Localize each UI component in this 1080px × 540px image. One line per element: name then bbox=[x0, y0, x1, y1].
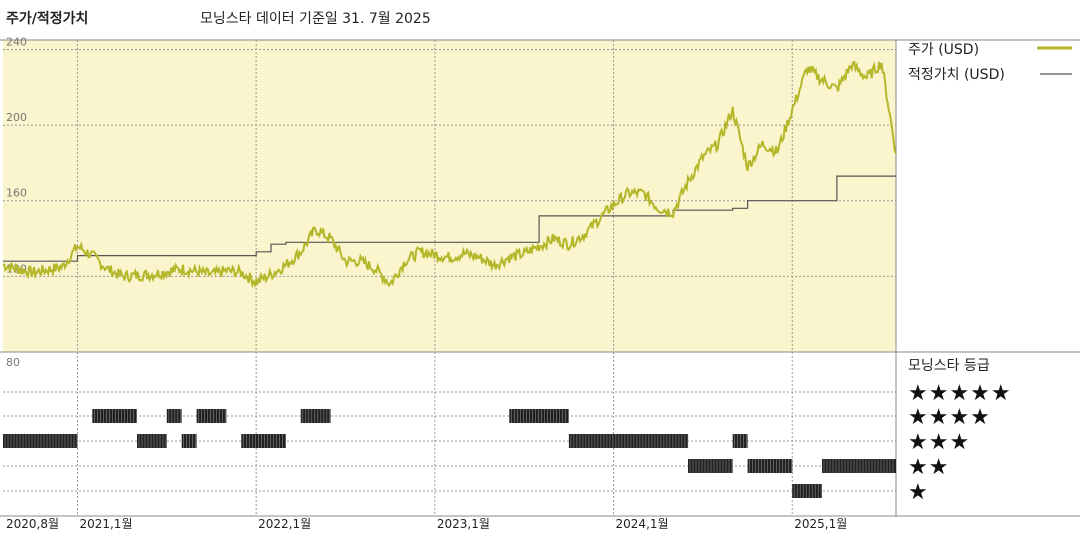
rating-bar bbox=[300, 409, 331, 423]
legend-rating-label: 모닝스타 등급 bbox=[908, 358, 990, 374]
data-date-note: 모닝스타 데이터 기준일 31. 7월 2025 bbox=[200, 11, 431, 27]
fair-value-series bbox=[3, 175, 896, 262]
x-tick-label: 2022,1월 bbox=[258, 517, 311, 531]
rating-stars-4: ★★★★ bbox=[908, 405, 991, 430]
legend: 주가 (USD)적정가치 (USD)모닝스타 등급★★★★★★★★★★★★★★★ bbox=[908, 42, 1072, 505]
legend-fair-value-label: 적정가치 (USD) bbox=[908, 67, 1005, 83]
rating-bars bbox=[3, 409, 896, 498]
rating-bar bbox=[822, 459, 896, 473]
x-tick-label: 2020,8월 bbox=[6, 517, 59, 531]
rating-stars-3: ★★★ bbox=[908, 430, 970, 455]
fair-value-line bbox=[3, 175, 896, 262]
y-tick-label: 240 bbox=[6, 35, 27, 48]
plot-background bbox=[0, 39, 1080, 517]
x-axis-ticks: 2020,8월 2021,1월 2022,1월 2023,1월 2024,1월 2025,… bbox=[6, 517, 847, 531]
y-tick-label: 200 bbox=[6, 111, 27, 124]
price-series bbox=[2, 60, 897, 289]
rating-bar bbox=[568, 434, 688, 448]
y-tick-label: 80 bbox=[6, 356, 20, 369]
rating-bar bbox=[792, 484, 822, 498]
legend-price-label: 주가 (USD) bbox=[908, 42, 979, 58]
rating-stars-5: ★★★★★ bbox=[908, 381, 1012, 406]
rating-bar bbox=[196, 409, 227, 423]
y-tick-label: 160 bbox=[6, 187, 27, 200]
chart-title: 주가/적정가치 bbox=[6, 11, 89, 27]
rating-bar bbox=[509, 409, 569, 423]
price-line bbox=[2, 60, 897, 289]
rating-bar bbox=[137, 434, 167, 448]
rating-stars-2: ★★ bbox=[908, 455, 949, 480]
plot-area bbox=[3, 40, 896, 352]
rating-stars-1: ★ bbox=[908, 480, 929, 505]
x-tick-label: 2021,1월 bbox=[79, 517, 132, 531]
x-tick-label: 2023,1월 bbox=[437, 517, 490, 531]
x-tick-label: 2025,1월 bbox=[794, 517, 847, 531]
x-tick-label: 2024,1월 bbox=[616, 517, 669, 531]
